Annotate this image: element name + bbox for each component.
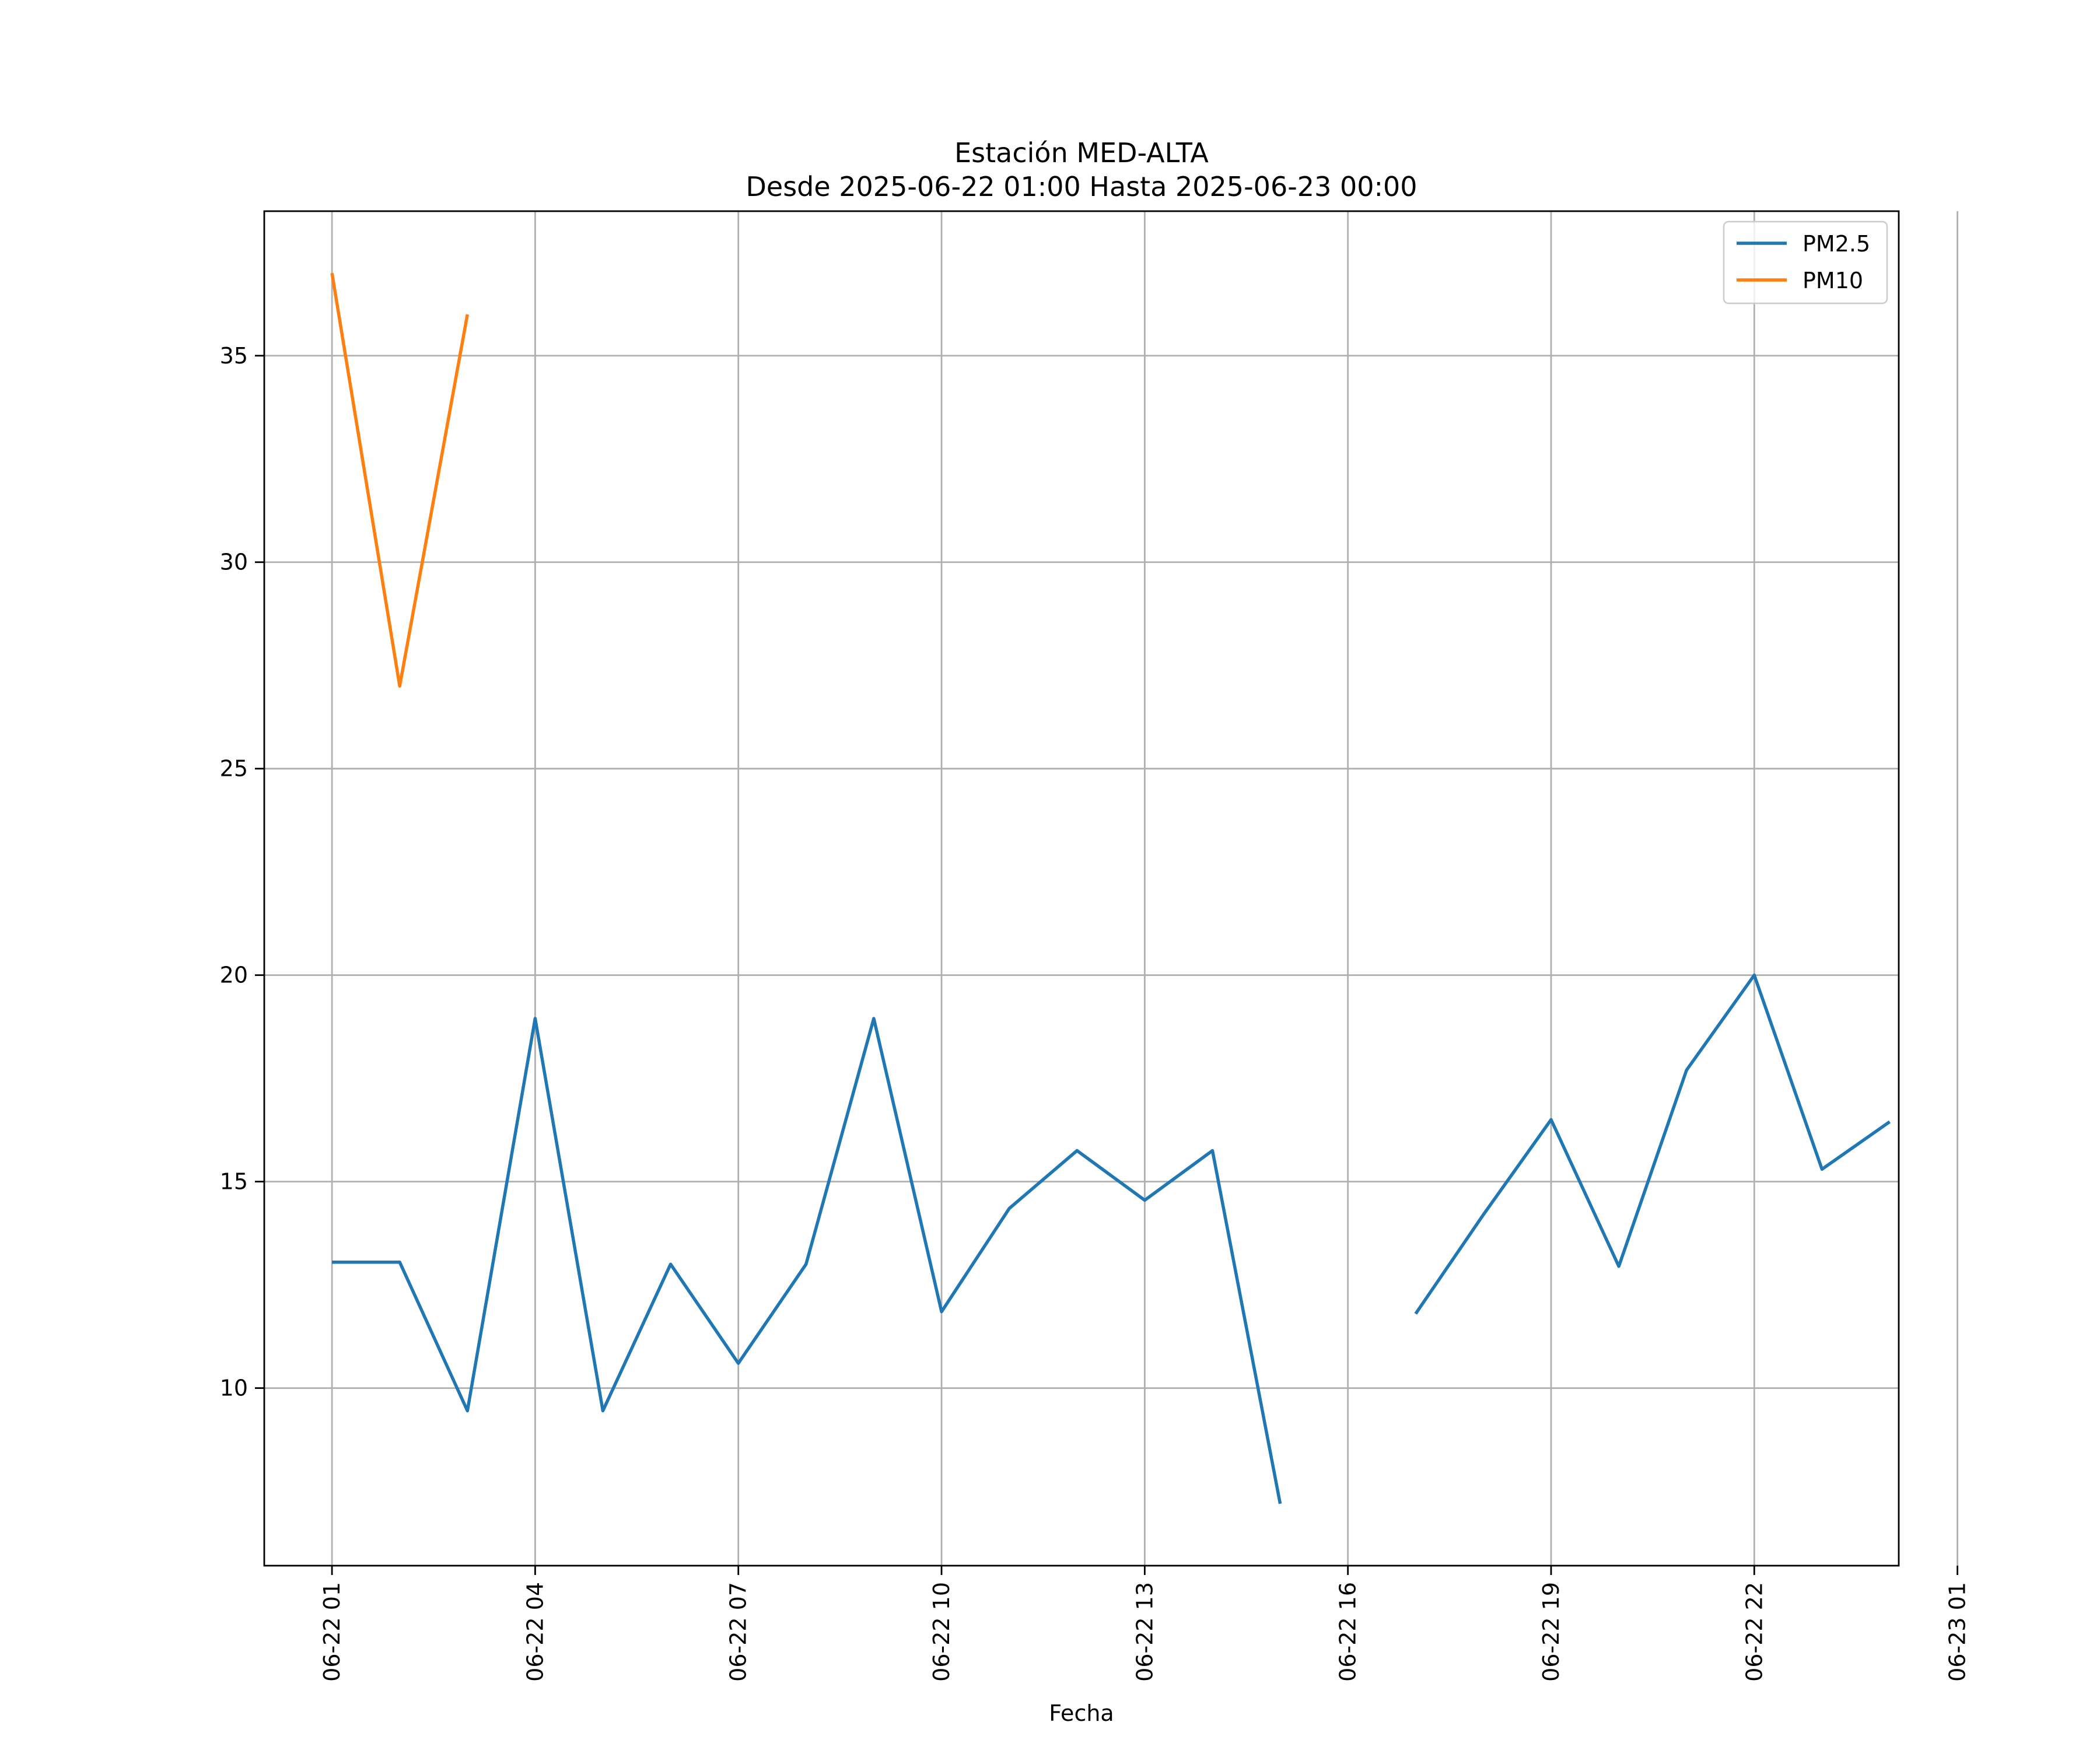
chart-subtitle: Desde 2025-06-22 01:00 Hasta 2025-06-23 … <box>746 171 1417 202</box>
series-line-pm10 <box>330 272 470 688</box>
x-tick-label: 06-22 01 <box>319 1582 345 1682</box>
y-tick-label: 30 <box>220 550 248 575</box>
x-tick-label: 06-22 04 <box>522 1582 548 1682</box>
y-tick-label: 20 <box>220 963 248 988</box>
legend-label-pm25: PM2.5 <box>1803 231 1870 257</box>
x-tick-label: 06-22 22 <box>1741 1582 1767 1682</box>
legend: PM2.5 PM10 <box>1723 220 1888 304</box>
x-tick-label: 06-22 07 <box>726 1582 751 1682</box>
legend-label-pm10: PM10 <box>1803 268 1863 293</box>
x-tick-label: 06-22 16 <box>1335 1582 1361 1682</box>
tick-group: 06-22 01 06-22 04 06-22 07 06-22 10 06-22 13… <box>220 343 1971 1682</box>
x-tick-label: 06-22 19 <box>1538 1582 1564 1682</box>
chart-title: Estación MED-ALTA <box>954 137 1209 169</box>
plot-frame <box>263 210 1900 1567</box>
x-tick-label: 06-23 01 <box>1945 1582 1971 1682</box>
grid <box>264 211 1959 1566</box>
x-tick-label: 06-22 10 <box>929 1582 954 1682</box>
x-tick-label: 06-22 13 <box>1132 1582 1157 1682</box>
x-axis-label: Fecha <box>1049 1700 1114 1726</box>
y-tick-label: 35 <box>220 343 248 369</box>
series-group <box>330 272 1891 1504</box>
y-tick-label: 10 <box>220 1376 248 1401</box>
y-tick-label: 25 <box>220 756 248 782</box>
series-line-pm25 <box>332 973 1891 1504</box>
y-tick-label: 15 <box>220 1169 248 1195</box>
